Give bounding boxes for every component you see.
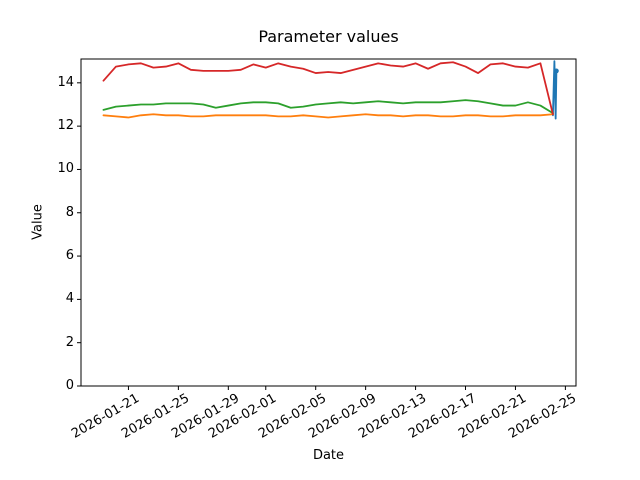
y-tick-label: 12	[57, 118, 74, 134]
series-line-red	[102, 61, 554, 116]
y-tick-label: 8	[65, 204, 74, 220]
y-tick-label: 4	[65, 291, 74, 307]
series-line-blue	[552, 60, 558, 120]
x-axis-label: Date	[312, 448, 345, 463]
y-tick-label: 2	[65, 334, 74, 350]
y-tick-label: 14	[57, 74, 74, 90]
series-line-orange	[102, 113, 554, 119]
series-line-green	[102, 99, 554, 115]
y-tick-label: 0	[65, 378, 74, 393]
chart-title: Parameter values	[258, 27, 399, 46]
y-tick-label: 10	[57, 161, 74, 177]
axes-frame	[80, 58, 577, 387]
series-end-marker-blue	[553, 68, 559, 74]
y-tick-label: 6	[65, 248, 74, 264]
